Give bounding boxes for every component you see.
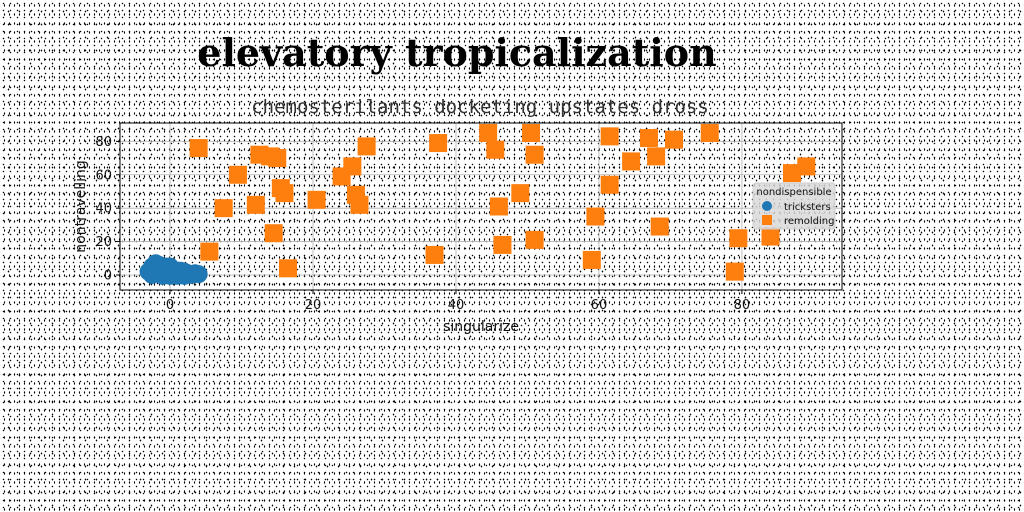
data-point-remolding xyxy=(479,124,498,143)
data-point-remolding xyxy=(268,149,287,168)
x-tick-label: 20 xyxy=(305,298,322,313)
data-series xyxy=(139,124,816,285)
data-point-remolding xyxy=(582,250,601,269)
legend-label-tricksters: tricksters xyxy=(784,202,831,213)
data-point-remolding xyxy=(761,227,780,246)
data-point-tricksters xyxy=(143,260,162,279)
data-point-remolding xyxy=(525,230,544,249)
data-point-remolding xyxy=(650,217,669,236)
data-point-remolding xyxy=(357,137,376,156)
series-remolding xyxy=(189,124,816,281)
data-point-remolding xyxy=(264,224,283,243)
legend-title: nondispensible xyxy=(756,187,831,198)
data-point-remolding xyxy=(228,165,247,184)
data-point-remolding xyxy=(350,195,369,214)
y-tick-label: 0 xyxy=(104,268,112,283)
data-point-remolding xyxy=(307,190,326,209)
y-axis-label: nontravelling xyxy=(73,160,89,252)
data-point-remolding xyxy=(200,242,219,261)
data-point-remolding xyxy=(600,175,619,194)
series-tricksters xyxy=(139,254,208,285)
data-point-remolding xyxy=(647,147,666,166)
legend-box xyxy=(752,182,836,230)
data-point-tricksters xyxy=(161,257,180,276)
y-tick-label: 40 xyxy=(95,202,112,217)
y-tick-label: 20 xyxy=(95,235,112,250)
data-point-remolding xyxy=(729,229,748,248)
x-tick-label: 0 xyxy=(166,298,174,313)
y-tick-label: 80 xyxy=(95,135,112,150)
x-axis-label: singularize xyxy=(443,319,519,335)
x-tick-label: 80 xyxy=(734,298,751,313)
data-point-remolding xyxy=(725,262,744,281)
chart-title: elevatory tropicalization xyxy=(197,30,716,75)
data-point-remolding xyxy=(493,235,512,254)
grid-lines xyxy=(120,123,842,290)
x-tick-label: 60 xyxy=(591,298,608,313)
data-point-remolding xyxy=(586,207,605,226)
data-point-remolding xyxy=(522,124,541,143)
data-point-remolding xyxy=(600,127,619,146)
data-point-remolding xyxy=(525,145,544,164)
data-point-remolding xyxy=(782,164,801,183)
data-point-remolding xyxy=(429,134,448,153)
data-point-remolding xyxy=(486,140,505,159)
data-point-remolding xyxy=(797,157,816,176)
legend-marker-tricksters xyxy=(762,201,772,211)
data-point-remolding xyxy=(622,152,641,171)
data-point-remolding xyxy=(425,245,444,264)
data-point-remolding xyxy=(665,130,684,149)
data-point-remolding xyxy=(639,129,658,148)
plot-area xyxy=(119,122,843,291)
data-point-remolding xyxy=(189,139,208,158)
data-point-remolding xyxy=(246,195,265,214)
data-point-remolding xyxy=(343,157,362,176)
legend-label-remolding: remolding xyxy=(784,216,835,227)
data-point-tricksters xyxy=(189,265,208,284)
data-point-remolding xyxy=(278,259,297,278)
data-point-remolding xyxy=(700,124,719,143)
data-point-remolding xyxy=(275,184,294,203)
axis-ticks: 0 20 40 60 80 0 20 40 60 80 xyxy=(95,135,750,313)
x-tick-label: 40 xyxy=(448,298,465,313)
legend-marker-remolding xyxy=(762,215,772,225)
data-point-remolding xyxy=(214,199,233,218)
data-point-remolding xyxy=(511,184,530,203)
y-tick-label: 60 xyxy=(95,168,112,183)
legend: nondispensible tricksters remolding xyxy=(752,182,836,230)
data-point-remolding xyxy=(489,197,508,216)
chart-subtitle: chemosterilants docketing upstates dross xyxy=(251,96,709,118)
